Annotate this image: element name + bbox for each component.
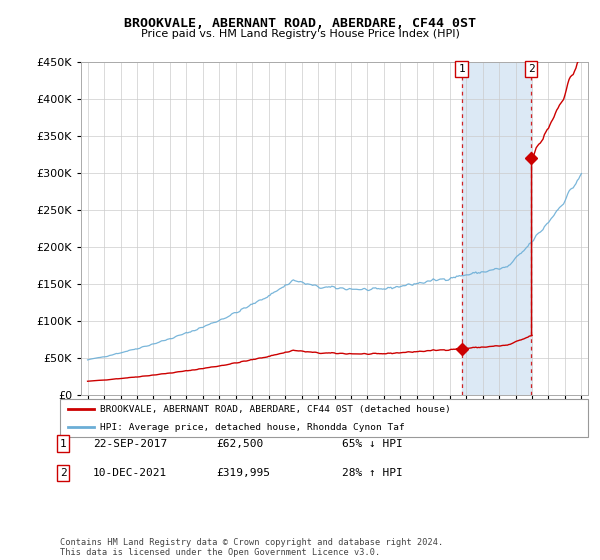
Text: 22-SEP-2017: 22-SEP-2017 <box>93 438 167 449</box>
Text: HPI: Average price, detached house, Rhondda Cynon Taf: HPI: Average price, detached house, Rhon… <box>100 423 404 432</box>
Text: BROOKVALE, ABERNANT ROAD, ABERDARE, CF44 0ST: BROOKVALE, ABERNANT ROAD, ABERDARE, CF44… <box>124 17 476 30</box>
Text: 2: 2 <box>527 64 535 74</box>
Text: BROOKVALE, ABERNANT ROAD, ABERDARE, CF44 0ST (detached house): BROOKVALE, ABERNANT ROAD, ABERDARE, CF44… <box>100 404 451 413</box>
Bar <box>461 62 531 395</box>
Text: 10-DEC-2021: 10-DEC-2021 <box>93 468 167 478</box>
Text: £319,995: £319,995 <box>216 468 270 478</box>
Text: Price paid vs. HM Land Registry's House Price Index (HPI): Price paid vs. HM Land Registry's House … <box>140 29 460 39</box>
Text: Contains HM Land Registry data © Crown copyright and database right 2024.
This d: Contains HM Land Registry data © Crown c… <box>60 538 443 557</box>
Text: 1: 1 <box>458 64 465 74</box>
Text: 65% ↓ HPI: 65% ↓ HPI <box>342 438 403 449</box>
Text: 2: 2 <box>59 468 67 478</box>
Text: £62,500: £62,500 <box>216 438 263 449</box>
FancyBboxPatch shape <box>60 399 588 437</box>
Text: 1: 1 <box>59 438 67 449</box>
Text: 28% ↑ HPI: 28% ↑ HPI <box>342 468 403 478</box>
